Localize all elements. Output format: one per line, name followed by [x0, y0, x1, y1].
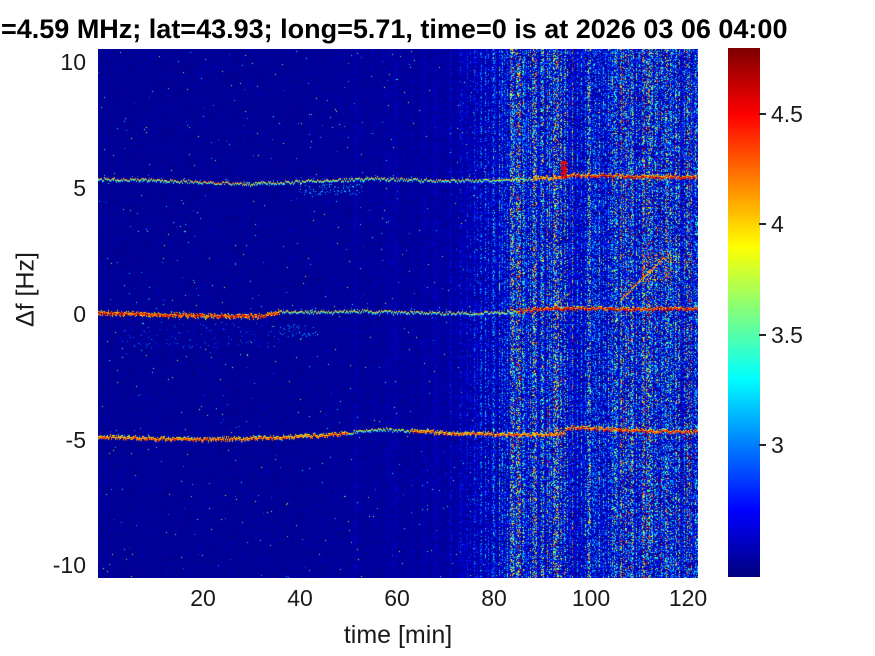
y-tick-10: 10 [60, 49, 86, 75]
x-tick-40: 40 [287, 585, 313, 611]
x-tick-100: 100 [571, 585, 611, 611]
plot-title: =4.59 MHz; lat=43.93; long=5.71, time=0 … [1, 14, 788, 44]
x-axis-label: time [min] [343, 621, 453, 649]
colorbar-gradient [728, 48, 760, 577]
y-tick-neg10: -10 [52, 552, 86, 578]
colorbar-tick-4p5: 4.5 [771, 101, 803, 127]
colorbar-tickmark-4p5 [759, 113, 766, 115]
x-tick-60: 60 [384, 585, 410, 611]
colorbar-tick-3: 3 [771, 432, 784, 458]
x-tick-120: 120 [668, 585, 708, 611]
y-tick-0: 0 [73, 301, 86, 327]
x-tick-80: 80 [481, 585, 507, 611]
colorbar-tick-3p5: 3.5 [771, 322, 803, 348]
y-tick-neg5: -5 [65, 427, 86, 453]
y-tick-5: 5 [73, 175, 86, 201]
colorbar-tickmark-3p5 [759, 334, 766, 336]
colorbar-tick-4: 4 [771, 211, 784, 237]
spectrogram-heatmap [98, 49, 698, 578]
x-tick-20: 20 [190, 585, 216, 611]
colorbar-tickmark-3 [759, 444, 766, 446]
colorbar-tickmark-4 [759, 223, 766, 225]
y-axis-label: Δf [Hz] [11, 251, 40, 328]
